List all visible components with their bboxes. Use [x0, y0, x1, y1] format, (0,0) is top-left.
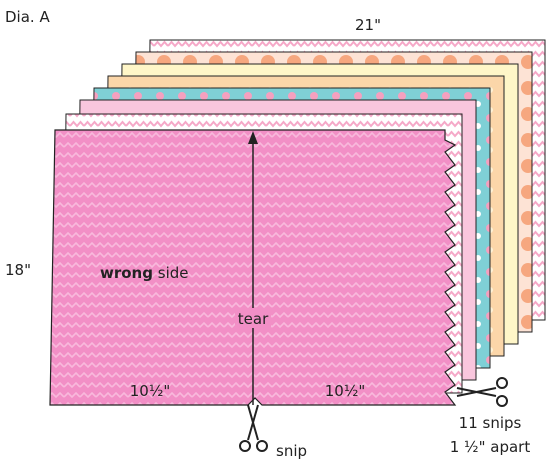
tear-arrow [248, 131, 258, 405]
side-bold: wrong [100, 264, 153, 282]
right-half-label: 10½" [325, 382, 366, 400]
tear-label: tear [238, 310, 269, 328]
height-label: 18" [5, 261, 31, 279]
snip-label: snip [276, 442, 307, 460]
side-label: wrong side [100, 264, 189, 282]
scissors-right [456, 377, 508, 407]
side-rest: side [158, 264, 189, 282]
left-half-label: 10½" [130, 382, 171, 400]
width-label: 21" [355, 16, 381, 34]
snips-count: 11 snips [459, 414, 522, 432]
scissors-bottom [239, 404, 268, 452]
snips-spacing: 1 ½" apart [450, 438, 531, 456]
diagram-title: Dia. A [5, 8, 50, 26]
tear-label-bg [235, 308, 271, 328]
